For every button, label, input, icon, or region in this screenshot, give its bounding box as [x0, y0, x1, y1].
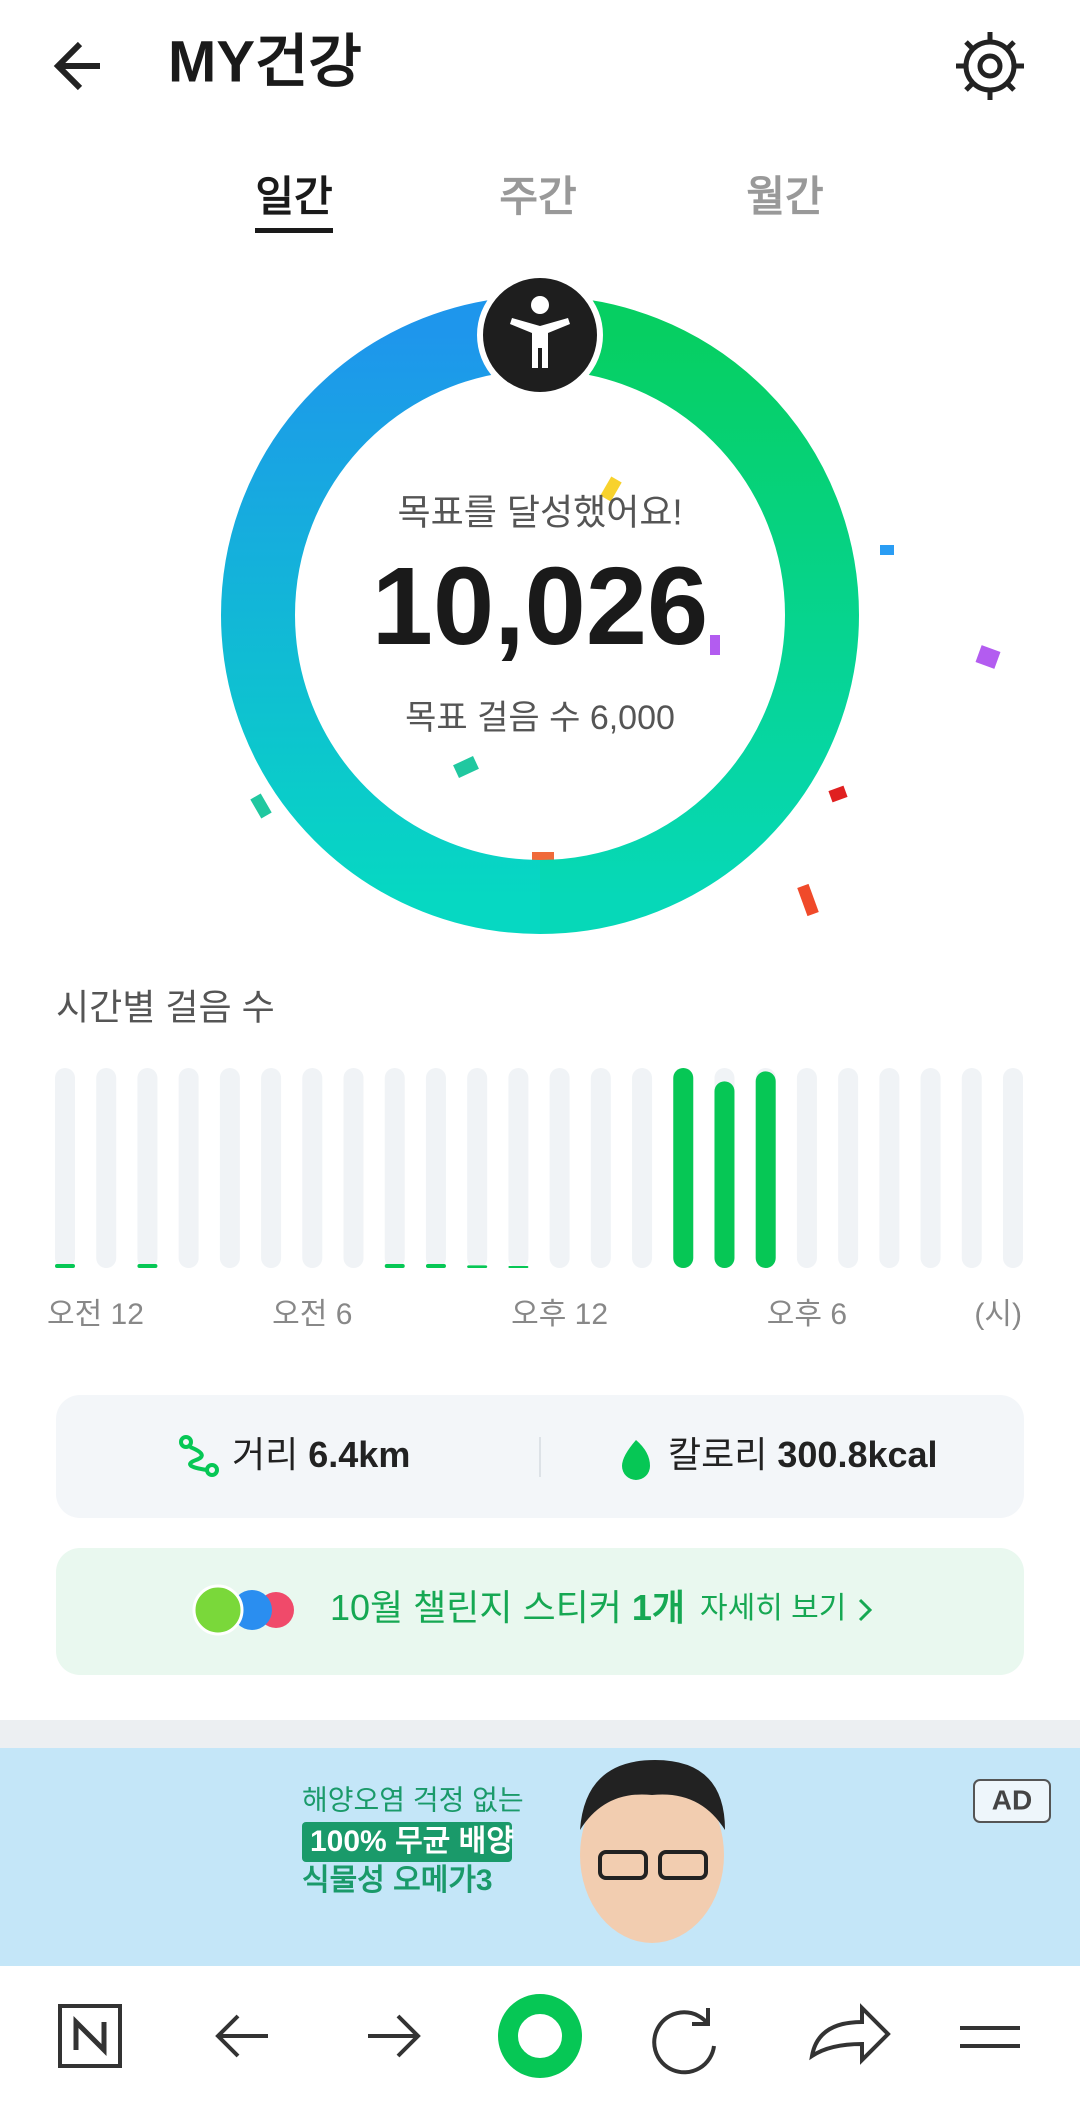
bar: [425, 1264, 446, 1268]
bar: [508, 1266, 529, 1268]
bar-track: [219, 1068, 240, 1268]
goal-label: 목표 걸음 수: [405, 699, 580, 737]
bar: [673, 1068, 694, 1268]
goal-value: 6,000: [590, 699, 675, 737]
ad-person: [580, 1760, 725, 1943]
bar-track: [137, 1068, 158, 1268]
detail-link[interactable]: 자세히 보기: [700, 1592, 846, 1625]
ad-highlight: [302, 1822, 512, 1862]
distance-label: 거리: [232, 1434, 298, 1475]
bar-track: [425, 1068, 446, 1268]
bar-track: [343, 1068, 364, 1268]
bar-track: [838, 1068, 859, 1268]
tab[interactable]: 월간: [746, 173, 823, 220]
goal-message: 목표를 달성했어요!: [398, 492, 683, 533]
distance-value: 6.4km: [308, 1434, 410, 1475]
ad-badge: [973, 1779, 1051, 1823]
distance-icon: [179, 1435, 219, 1477]
bar: [137, 1264, 158, 1268]
bar-track: [920, 1068, 941, 1268]
challenge-card[interactable]: [56, 1548, 1024, 1675]
step-count: 10,026: [372, 545, 708, 668]
hourly-chart: 오전 12 오전 6 오후 12 오후 6: [47, 1068, 1023, 1331]
bar: [755, 1071, 776, 1268]
bar-track: [467, 1068, 488, 1268]
ad-line: 해양오염 걱정 없는: [302, 1784, 524, 1815]
ad-line: 100% 무균 배양: [310, 1825, 514, 1858]
divider: [539, 1437, 541, 1477]
progress-ring-right: [539, 296, 859, 934]
bar-track: [549, 1068, 570, 1268]
ad-line: 식물성 오메가3: [302, 1864, 493, 1897]
nav-share[interactable]: [809, 2003, 891, 2065]
distance: 거리 6.4km: [232, 1434, 410, 1475]
chart-title: 시간별 걸음 수: [56, 987, 275, 1028]
bar-track: [796, 1068, 817, 1268]
bar-track: [302, 1068, 323, 1268]
x-unit: (시): [974, 1298, 1022, 1331]
nav-refresh[interactable]: [652, 2008, 716, 2075]
tab[interactable]: 주간: [499, 173, 576, 220]
sticker-icons: [192, 1584, 294, 1636]
bar-track: [632, 1068, 653, 1268]
bar-track: [261, 1068, 282, 1268]
progress-ring-left: [221, 296, 541, 934]
settings-button[interactable]: [956, 32, 1024, 100]
nav-back[interactable]: [215, 2014, 268, 2058]
bar: [714, 1081, 735, 1268]
bar-track: [384, 1068, 405, 1268]
x-tick-label: 오후 6: [767, 1298, 847, 1331]
bar-track: [178, 1068, 199, 1268]
nav-forward[interactable]: [368, 2014, 421, 2058]
tab-active[interactable]: 일간: [255, 173, 332, 220]
back-button[interactable]: [53, 41, 100, 91]
x-tick-label: 오전 12: [47, 1298, 144, 1331]
bar-track: [879, 1068, 900, 1268]
bar-track: [590, 1068, 611, 1268]
ad-badge-text: AD: [992, 1784, 1032, 1815]
calorie: 칼로리 300.8kcal: [668, 1434, 938, 1475]
bar-track: [55, 1068, 75, 1268]
bar-track: [1003, 1068, 1023, 1268]
challenge-label: 10월 챌린지 스티커: [330, 1587, 622, 1628]
section-gap: [0, 1720, 1080, 1748]
bar-track: [508, 1068, 529, 1268]
challenge-count: 1개: [632, 1587, 685, 1628]
tab-underline: [255, 228, 333, 233]
bar: [384, 1264, 405, 1268]
bar-track: [96, 1068, 117, 1268]
nav-home-ring[interactable]: [498, 1994, 582, 2078]
bottom-nav: [0, 1966, 1080, 2106]
calorie-icon: [622, 1440, 650, 1480]
confetti: [250, 476, 1001, 917]
home-button[interactable]: [58, 2004, 122, 2068]
x-tick-label: 오후 12: [511, 1298, 608, 1331]
challenge-text: 10월 챌린지 스티커 1개: [330, 1587, 685, 1628]
bar: [55, 1264, 75, 1268]
ad-banner[interactable]: [0, 1748, 1080, 1966]
calorie-label: 칼로리: [668, 1434, 767, 1475]
bar-track: [961, 1068, 982, 1268]
goal-steps: 목표 걸음 수 6,000: [405, 699, 675, 737]
chevron: [858, 1598, 873, 1622]
nav-menu[interactable]: [960, 2026, 1020, 2048]
bar: [467, 1265, 488, 1268]
x-tick-label: 오전 6: [272, 1298, 352, 1331]
page-title: MY건강: [168, 29, 362, 94]
walker-figure: [510, 296, 570, 368]
calorie-value: 300.8kcal: [777, 1434, 937, 1475]
